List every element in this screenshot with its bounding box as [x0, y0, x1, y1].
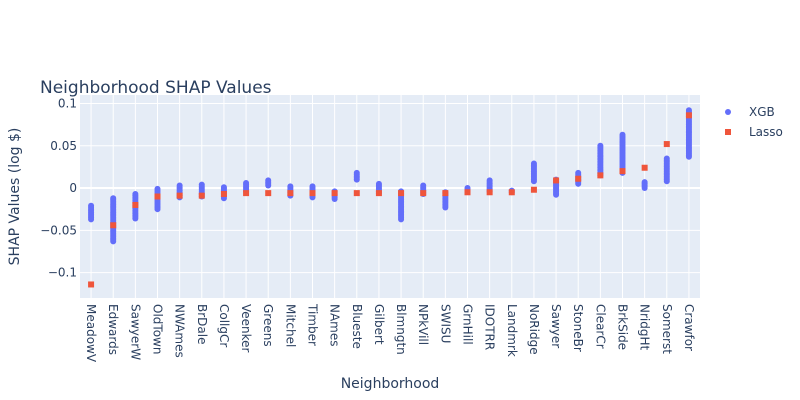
lasso-point	[353, 190, 360, 197]
xgb-point	[353, 176, 360, 183]
lasso-point	[309, 190, 316, 197]
lasso-point	[198, 192, 205, 199]
x-tick-label: ClearCr	[593, 304, 607, 349]
x-tick-label: Greens	[261, 304, 275, 347]
x-tick-label: Blueste	[350, 304, 364, 349]
x-tick-label: IDOTRR	[483, 304, 497, 350]
lasso-point	[486, 189, 493, 196]
legend-lasso-marker	[725, 129, 731, 135]
x-tick-label: NWAmes	[173, 304, 187, 358]
x-tick-label: StoneBr	[571, 304, 585, 352]
xgb-point	[132, 215, 139, 222]
xgb-point	[88, 216, 95, 223]
xgb-point	[553, 191, 560, 198]
lasso-point	[176, 192, 183, 199]
lasso-point	[508, 189, 515, 196]
lasso-point	[575, 175, 582, 182]
x-tick-labels: MeadowV Edwards SawyerW OldTown NWAmes BrDale…	[84, 303, 696, 363]
x-tick-label: GrnHill	[461, 304, 475, 345]
x-tick-label: Mitchel	[283, 304, 297, 347]
lasso-point	[331, 190, 338, 197]
x-tick-label: Sawyer	[549, 304, 563, 348]
x-tick-label: Somerst	[660, 304, 674, 354]
x-tick-label: Veenker	[239, 304, 253, 353]
x-tick-label: NPkVill	[416, 304, 430, 345]
xgb-point	[575, 180, 582, 187]
lasso-point	[619, 168, 626, 175]
x-tick-label: SawyerW	[128, 304, 142, 360]
legend: XGB Lasso	[725, 105, 783, 139]
xgb-point	[154, 206, 161, 213]
lasso-point	[154, 193, 161, 200]
x-tick-label: Crawfor	[682, 304, 696, 351]
xgb-point	[641, 185, 648, 192]
lasso-point	[553, 177, 560, 184]
x-tick-label: MeadowV	[84, 304, 98, 363]
lasso-point	[420, 190, 427, 197]
xgb-point	[530, 178, 537, 185]
x-tick-label: Blmngtn	[394, 304, 408, 355]
xgb-point	[663, 178, 670, 185]
legend-label: XGB	[749, 105, 775, 119]
x-tick-label: CollgCr	[217, 304, 231, 347]
lasso-point	[685, 112, 692, 119]
grid-lines	[80, 95, 700, 298]
y-tick-label: −0.1	[48, 266, 77, 280]
xgb-point	[331, 196, 338, 203]
lasso-point	[641, 164, 648, 171]
lasso-point	[110, 222, 117, 229]
lasso-point	[220, 190, 227, 197]
y-tick-label: −0.05	[40, 223, 77, 237]
x-tick-label: BrkSide	[616, 304, 630, 350]
x-tick-label: NridgHt	[638, 304, 652, 351]
data-points	[88, 107, 692, 288]
x-tick-label: NoRidge	[527, 304, 541, 355]
lasso-point	[375, 190, 382, 197]
xgb-point	[265, 182, 272, 189]
lasso-point	[663, 141, 670, 148]
lasso-point	[597, 172, 604, 179]
x-tick-label: Gilbert	[372, 304, 386, 345]
x-tick-label: Timber	[306, 303, 320, 346]
xgb-point	[685, 153, 692, 160]
xgb-point	[110, 238, 117, 245]
x-axis-title: Neighborhood	[341, 376, 440, 392]
x-tick-label: NAmes	[328, 304, 342, 347]
lasso-point	[398, 190, 405, 197]
x-tick-label: SWISU	[438, 304, 452, 343]
lasso-point	[243, 190, 250, 197]
plot-background	[80, 95, 700, 298]
legend-xgb-marker	[725, 109, 731, 115]
lasso-point	[464, 189, 471, 196]
x-tick-label: BrDale	[195, 304, 209, 344]
y-tick-label: 0.05	[50, 139, 77, 153]
x-tick-label: OldTown	[151, 304, 165, 354]
lasso-point	[132, 201, 139, 208]
lasso-point	[88, 281, 95, 288]
lasso-point	[442, 190, 449, 197]
xgb-point	[442, 204, 449, 211]
lasso-point	[530, 186, 537, 193]
lasso-point	[265, 190, 272, 197]
chart-title: Neighborhood SHAP Values	[40, 78, 272, 98]
y-axis-title: SHAP Values (log $)	[7, 128, 23, 266]
legend-label: Lasso	[749, 125, 783, 139]
x-tick-label: Landmrk	[505, 304, 519, 357]
y-tick-label: 0	[69, 181, 77, 195]
x-tick-label: Edwards	[106, 304, 120, 355]
y-tick-labels: −0.1 −0.05 0 0.05 0.1	[40, 96, 77, 279]
xgb-point	[398, 216, 405, 223]
y-tick-label: 0.1	[58, 96, 77, 110]
lasso-point	[287, 190, 294, 197]
